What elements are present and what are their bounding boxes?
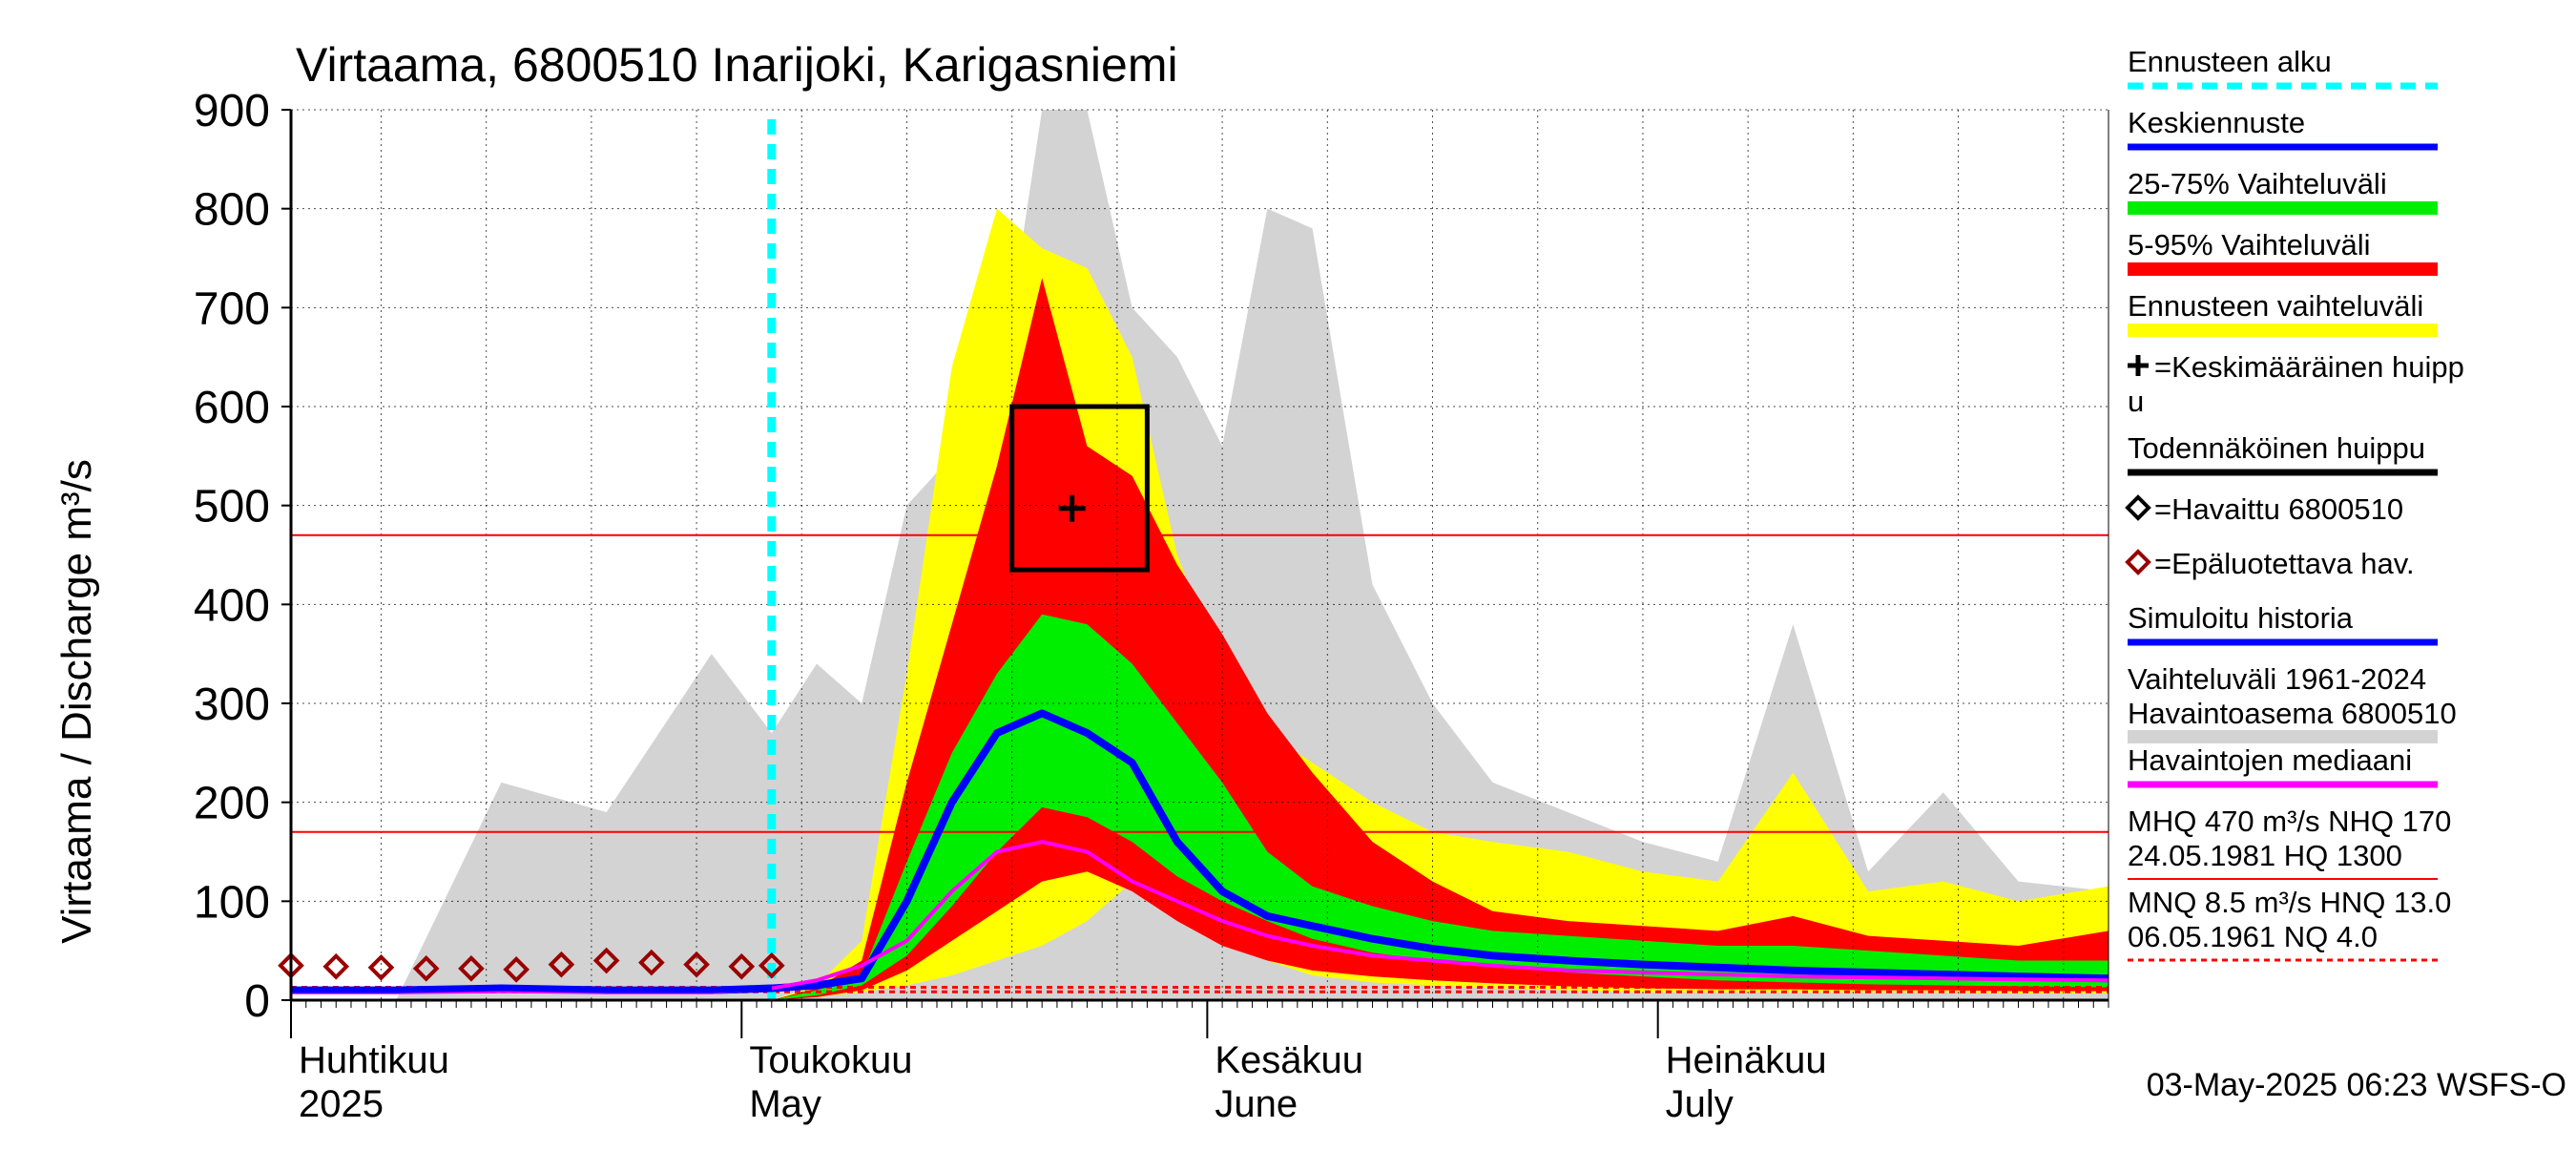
markers-layer [278, 404, 1150, 983]
legend-label: 5-95% Vaihteluväli [2128, 228, 2370, 261]
unreliable-observation-point [638, 949, 665, 976]
reference-lines-layer [291, 533, 2109, 993]
legend-label: Ennusteen vaihteluväli [2128, 289, 2423, 323]
legend-label-line2: 06.05.1961 NQ 4.0 [2128, 920, 2378, 953]
x-month-label-fi: Huhtikuu [299, 1039, 449, 1081]
unreliable-observation-point [458, 954, 485, 982]
y-tick-label: 100 [194, 877, 270, 928]
legend-label: =Keskimääräinen huipp [2154, 350, 2464, 384]
legend-label: 25-75% Vaihteluväli [2128, 167, 2387, 200]
unreliable-observation-point [367, 953, 395, 981]
legend-label: MHQ 470 m³/s NHQ 170 [2128, 805, 2451, 838]
x-month-label-fi: Heinäkuu [1666, 1039, 1827, 1081]
unreliable-observation-point [322, 952, 350, 980]
y-tick-label: 800 [194, 185, 270, 236]
legend-symbol-diamond [2125, 549, 2151, 575]
y-tick-label: 900 [194, 86, 270, 136]
y-tick-label: 600 [194, 383, 270, 433]
x-month-label-en: July [1666, 1083, 1734, 1125]
y-tick-label: 400 [194, 580, 270, 631]
x-month-label-fi: Toukokuu [749, 1039, 912, 1081]
band-25-75-vaihteluv-li [291, 614, 2109, 1000]
y-tick-label: 500 [194, 482, 270, 533]
probable-peak-box [1009, 404, 1150, 573]
y-tick-label: 200 [194, 779, 270, 829]
legend-label: MNQ 8.5 m³/s HNQ 13.0 [2128, 886, 2451, 919]
legend-label: Ennusteen alku [2128, 45, 2332, 78]
band-vaihteluv-li-1961-2024-havaintoasema-6800510 [291, 110, 2109, 1000]
legend-label: Todennäköinen huippu [2128, 431, 2425, 465]
y-tick-label: 300 [194, 680, 270, 730]
legend-label-line2: u [2128, 385, 2144, 418]
mean-peak-cross [1058, 494, 1086, 522]
series-lines-layer [291, 119, 2109, 1000]
series-line-simuloitu-historia [291, 985, 772, 993]
legend: Ennusteen alku Keskiennuste 25-75% Vaihtel… [2125, 45, 2464, 962]
unreliable-observation-point [592, 947, 620, 974]
legend-label: Simuloitu historia [2128, 601, 2354, 635]
legend-label: =Havaittu 6800510 [2154, 492, 2403, 526]
bands-layer [291, 110, 2109, 1000]
legend-label: Havaintojen mediaani [2128, 743, 2412, 777]
unreliable-observation-point [503, 956, 530, 983]
legend-label-line2: 24.05.1981 HQ 1300 [2128, 839, 2402, 872]
chart-title: Virtaama, 6800510 Inarijoki, Karigasniem… [296, 38, 1178, 92]
y-tick-label: 0 [244, 976, 270, 1027]
legend-symbol-diamond [2125, 494, 2151, 521]
x-month-label-fi: Kesäkuu [1215, 1039, 1363, 1081]
unreliable-observation-point [728, 952, 756, 980]
unreliable-observation-point [758, 951, 785, 979]
band-5-95-vaihteluv-li [291, 278, 2109, 1000]
x-month-label-en: 2025 [299, 1083, 384, 1125]
unreliable-observation-point [548, 951, 575, 978]
unreliable-observation-point [412, 954, 440, 982]
legend-label: =Epäluotettava hav. [2154, 547, 2415, 580]
unreliable-observation-point [683, 951, 710, 978]
legend-label: Keskiennuste [2128, 106, 2305, 139]
legend-label-line2: Havaintoasema 6800510 [2128, 697, 2457, 730]
y-tick-label: 700 [194, 283, 270, 334]
axes-layer: 0 100 200 300 400 500 600 700 800 900 Huhtikuu2025… [194, 86, 2109, 1125]
footer-timestamp: 03-May-2025 06:23 WSFS-O [2147, 1067, 2566, 1103]
x-month-label-en: May [749, 1083, 821, 1125]
x-month-label-en: June [1215, 1083, 1298, 1125]
legend-label: Vaihteluväli 1961-2024 [2128, 662, 2426, 696]
legend-symbol-cross [2128, 355, 2149, 376]
y-axis-label: Virtaama / Discharge m³/s [53, 459, 100, 944]
